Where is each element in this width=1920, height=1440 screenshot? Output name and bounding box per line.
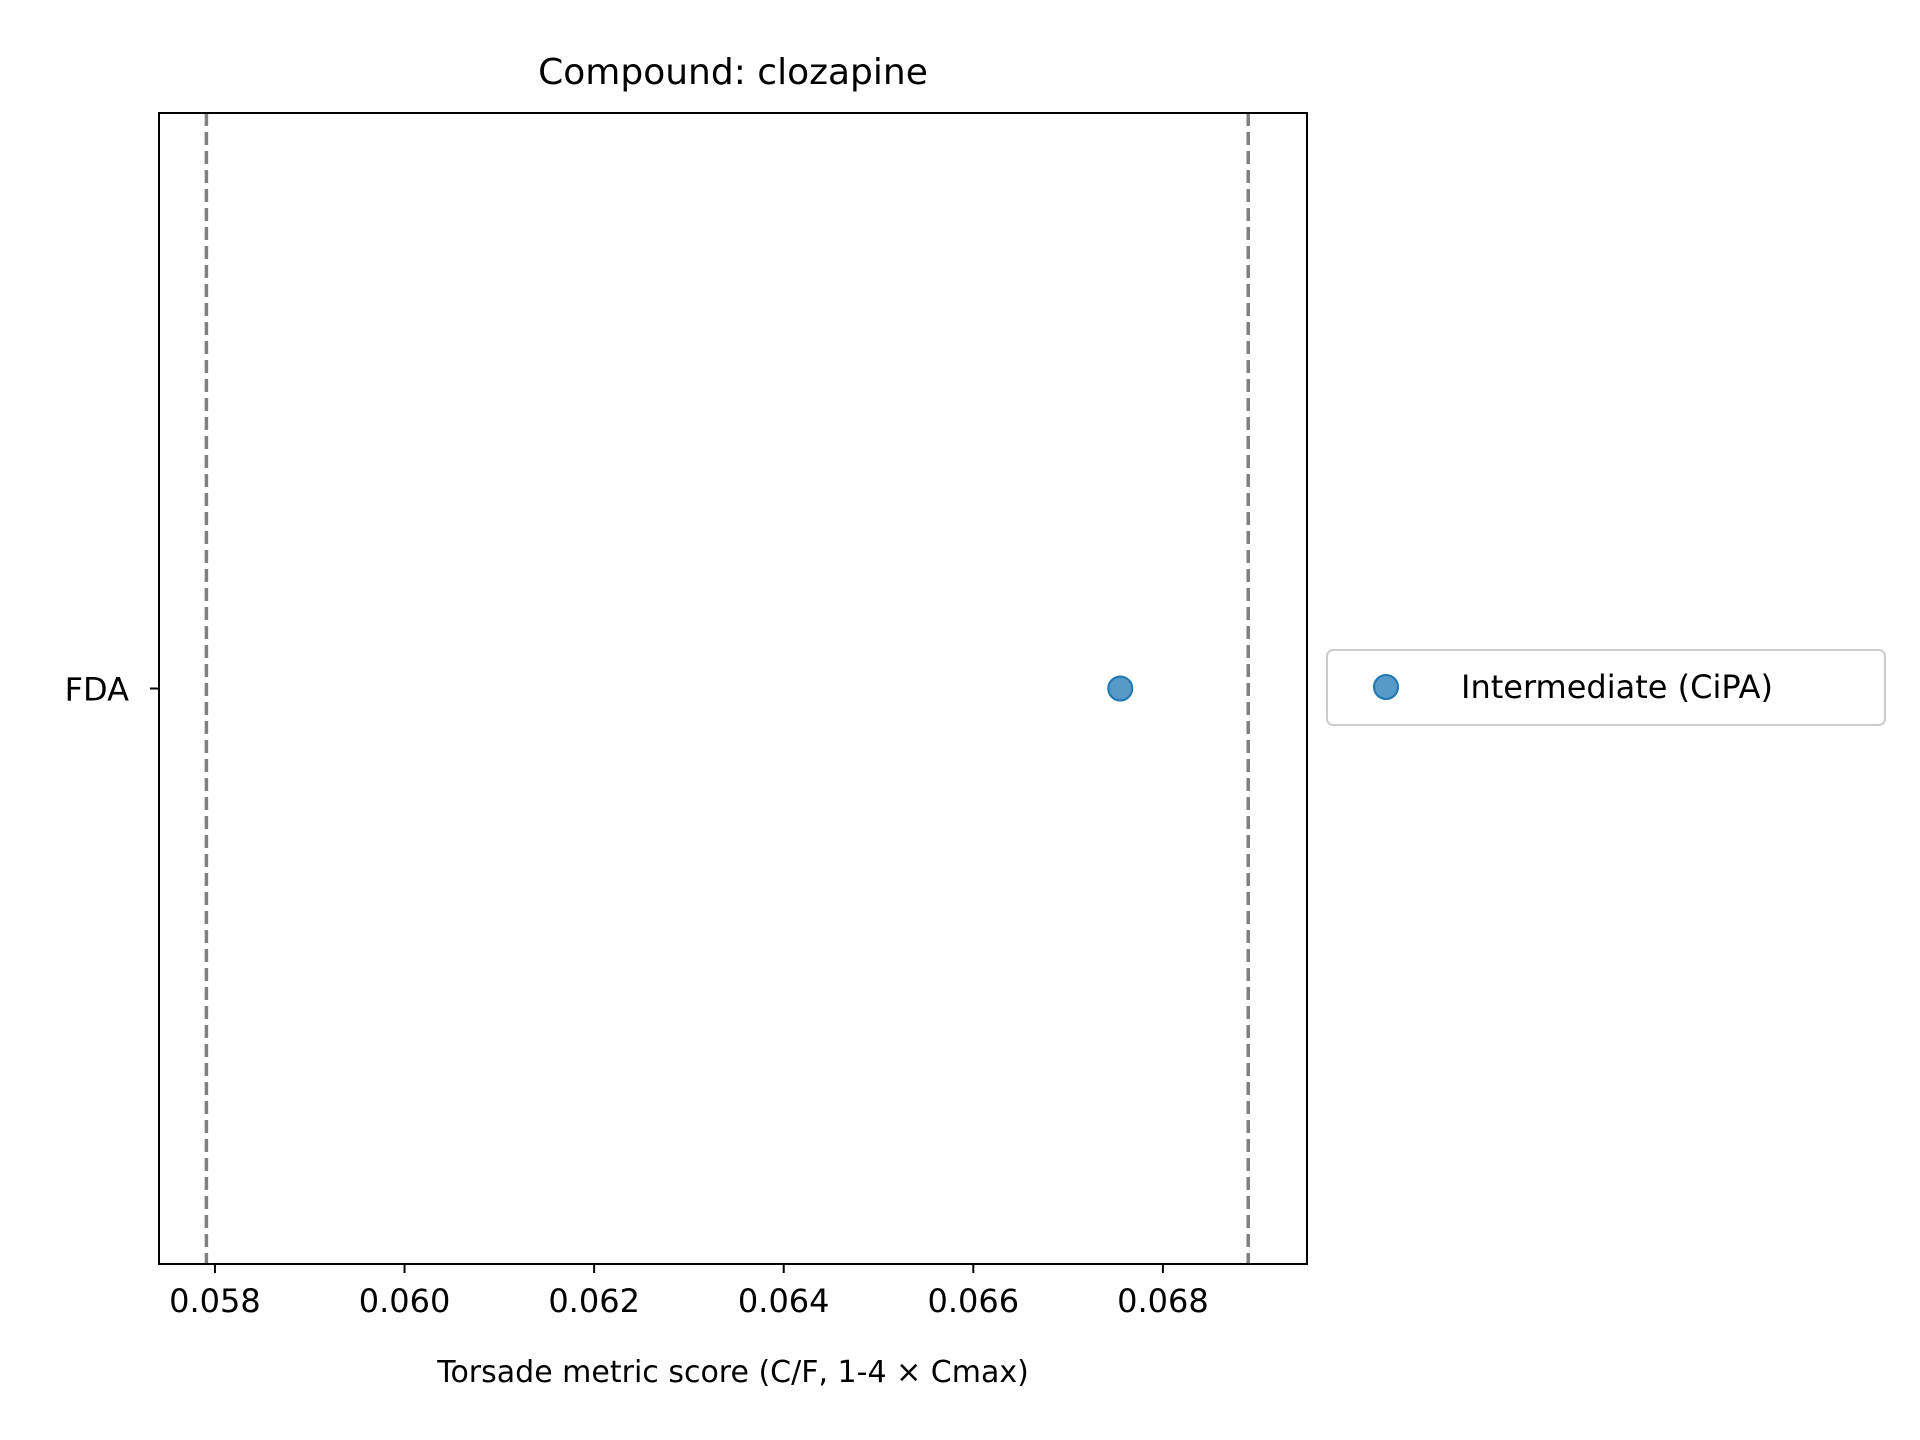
x-axis-label: Torsade metric score (C/F, 1-4 × Cmax): [436, 1355, 1029, 1390]
legend-marker: [1373, 674, 1399, 700]
x-tick-label: 0.058: [169, 1282, 261, 1320]
x-tick-label: 0.068: [1117, 1282, 1209, 1320]
x-tick-label: 0.062: [548, 1282, 640, 1320]
data-points: [1107, 675, 1134, 702]
legend-frame: [1326, 649, 1886, 726]
x-tick-label: 0.060: [359, 1282, 451, 1320]
legend-label: Intermediate (CiPA): [1461, 668, 1773, 706]
y-tick-label: FDA: [65, 671, 129, 709]
x-axis-ticks: 0.058 0.060 0.062 0.064 0.066 0.068: [169, 1264, 1209, 1320]
legend: Intermediate (CiPA): [1326, 649, 1886, 726]
x-tick-label: 0.064: [738, 1282, 830, 1320]
x-tick-label: 0.066: [928, 1282, 1020, 1320]
reference-lines: [204, 113, 1250, 1264]
chart-title: Compound: clozapine: [538, 52, 928, 93]
y-axis-ticks: FDA: [65, 671, 159, 709]
data-point: [1107, 675, 1134, 702]
